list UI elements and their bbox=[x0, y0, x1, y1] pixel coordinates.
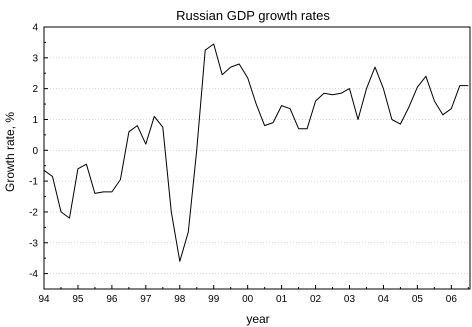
y-tick-label: 2 bbox=[32, 84, 38, 95]
x-tick-label: 02 bbox=[310, 294, 322, 305]
x-tick-label: 99 bbox=[208, 294, 220, 305]
y-tick-label: -2 bbox=[29, 207, 38, 218]
x-tick-label: 03 bbox=[344, 294, 356, 305]
tick-labels: 4 3 2 1 0 -1 -2 -3 -4 94 95 96 97 98 99 00 01 02 03 04 05 06 bbox=[29, 23, 457, 306]
x-tick-label: 06 bbox=[446, 294, 458, 305]
series-layer bbox=[43, 43, 469, 262]
x-tick-label: 97 bbox=[140, 294, 152, 305]
x-tick-label: 00 bbox=[242, 294, 254, 305]
x-tick-label: 96 bbox=[106, 294, 118, 305]
x-tick-label: 95 bbox=[72, 294, 84, 305]
y-tick-label: -3 bbox=[29, 238, 38, 249]
y-tick-label: -1 bbox=[29, 177, 38, 188]
x-tick-label: 04 bbox=[378, 294, 390, 305]
plot-frame bbox=[43, 26, 471, 290]
y-tick-label: 0 bbox=[32, 146, 38, 157]
axis-ticks bbox=[43, 26, 469, 290]
x-tick-label: 98 bbox=[174, 294, 186, 305]
y-tick-label: -4 bbox=[29, 269, 38, 280]
y-tick-label: 3 bbox=[32, 53, 38, 64]
grid-lines bbox=[44, 26, 470, 274]
x-axis-label: year bbox=[246, 312, 269, 326]
chart-title: Russian GDP growth rates bbox=[176, 8, 330, 23]
x-tick-label: 01 bbox=[276, 294, 288, 305]
y-tick-label: 1 bbox=[32, 115, 38, 126]
x-tick-label: 05 bbox=[412, 294, 424, 305]
y-tick-label: 4 bbox=[32, 23, 38, 34]
series-line-0 bbox=[43, 43, 469, 262]
y-axis-label: Growth rate, % bbox=[3, 112, 17, 192]
x-tick-label: 94 bbox=[38, 294, 50, 305]
